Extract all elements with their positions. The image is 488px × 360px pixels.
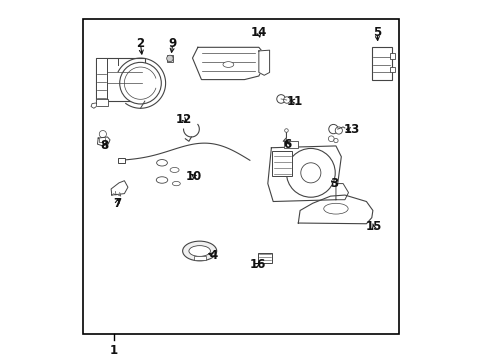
Circle shape [166,55,173,62]
Polygon shape [298,195,372,224]
Circle shape [328,125,337,134]
Polygon shape [111,181,128,195]
Polygon shape [335,184,348,200]
Text: 14: 14 [250,27,266,40]
Polygon shape [258,50,269,75]
Text: 16: 16 [249,258,266,271]
Text: 2: 2 [136,37,144,50]
Bar [83,19,398,334]
Text: 4: 4 [209,249,218,262]
Text: 15: 15 [365,220,381,233]
Ellipse shape [182,241,216,261]
Bar [389,53,394,59]
Text: 1: 1 [109,344,118,357]
Bar [258,253,271,263]
Text: 7: 7 [113,197,121,210]
Circle shape [328,136,333,141]
Bar [118,158,125,163]
Bar [166,55,173,62]
Circle shape [283,97,289,103]
Ellipse shape [172,181,180,186]
Bar [389,67,394,72]
Circle shape [286,148,335,197]
Text: 9: 9 [168,37,177,50]
Polygon shape [267,146,341,202]
Text: 12: 12 [175,113,191,126]
Text: 10: 10 [186,170,202,183]
Bar [96,99,108,107]
Ellipse shape [156,159,167,166]
Polygon shape [192,47,267,80]
Ellipse shape [323,203,347,214]
Polygon shape [91,103,96,108]
Bar [284,141,298,148]
Polygon shape [97,137,110,146]
Text: 6: 6 [283,138,291,150]
Ellipse shape [156,177,167,183]
Text: 8: 8 [101,139,108,152]
Circle shape [276,95,285,103]
Bar [193,256,206,260]
Circle shape [335,127,342,134]
Text: 13: 13 [343,123,360,136]
Circle shape [120,62,161,104]
Bar [272,151,292,176]
Bar [371,47,391,80]
Ellipse shape [188,246,210,256]
Text: 3: 3 [329,177,338,190]
Text: 5: 5 [372,27,381,40]
Circle shape [284,129,287,132]
Circle shape [99,131,106,138]
Bar [96,58,144,101]
Text: 11: 11 [286,95,302,108]
Bar [96,58,107,101]
Ellipse shape [223,62,233,67]
Circle shape [300,163,320,183]
Circle shape [333,138,337,143]
Ellipse shape [170,167,179,172]
